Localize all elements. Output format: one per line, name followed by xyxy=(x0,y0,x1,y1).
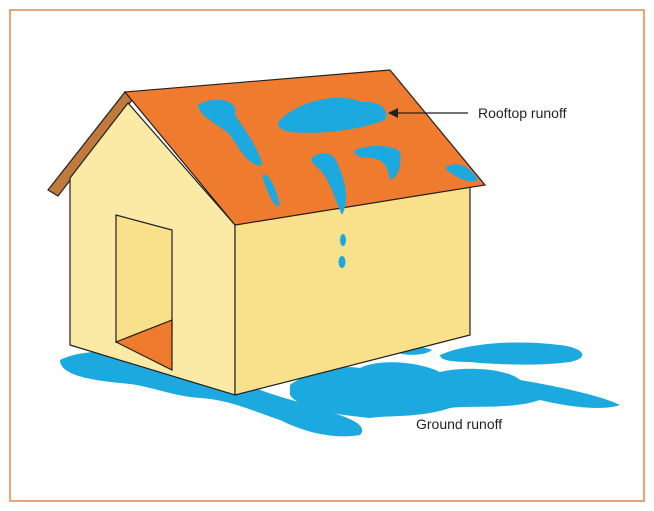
house xyxy=(47,69,487,396)
ground-water xyxy=(60,342,620,437)
roof-water xyxy=(198,97,478,268)
ground-label: Ground runoff xyxy=(416,416,502,432)
pointer-arrow xyxy=(388,108,398,118)
rooftop-label: Rooftop runoff xyxy=(478,105,567,121)
